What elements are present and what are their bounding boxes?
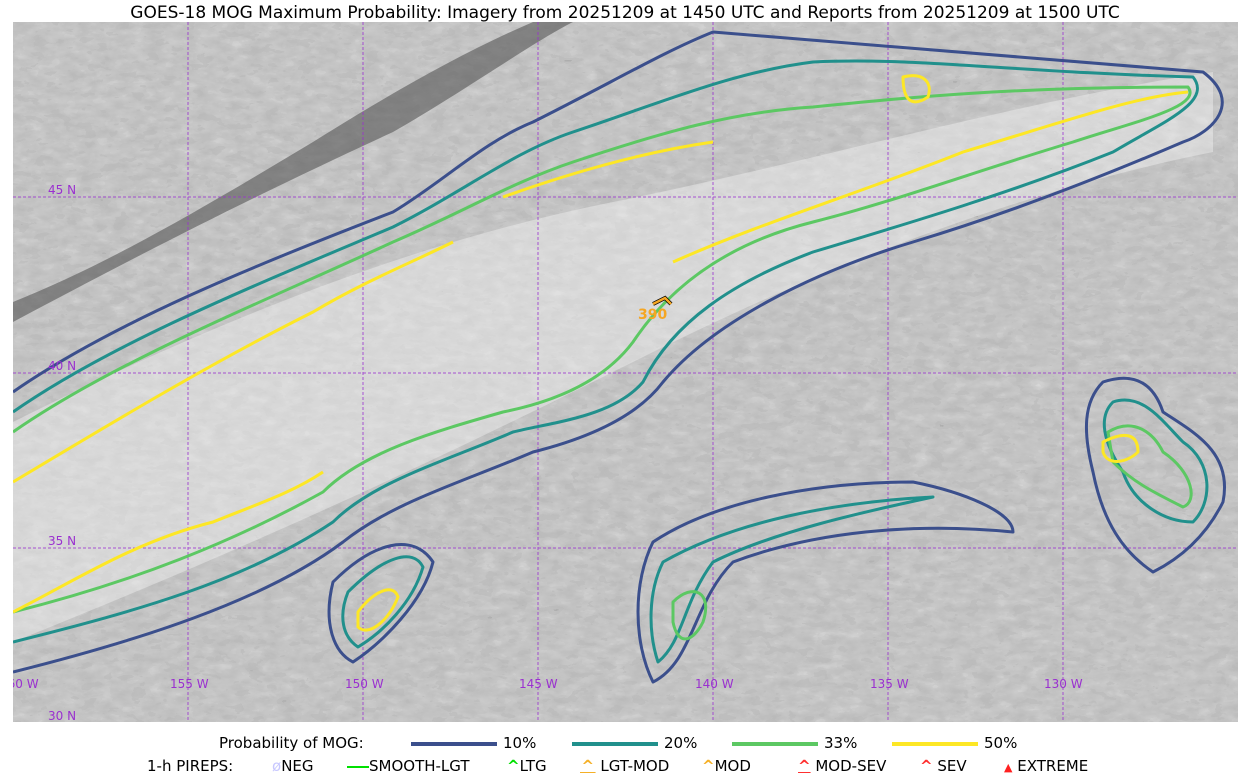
cloud-band: [13, 72, 1213, 642]
satellite-map: 390 45 N 40 N 35 N 30 N 160 W 155 W 150 …: [13, 22, 1238, 722]
imagery-texture: [13, 22, 1238, 722]
dark-band: [13, 22, 573, 322]
double-caret-icon: ^: [920, 757, 933, 775]
legend-item-extreme: ▲ EXTREME: [1004, 757, 1089, 775]
map-svg: [13, 22, 1238, 722]
lat-label-45n: 45 N: [48, 183, 77, 197]
swatch-10pct: [411, 741, 497, 746]
lon-label-140w: 140 W: [695, 677, 734, 691]
neg-circle-icon: ø: [272, 757, 282, 775]
legend-item-smooth-lgt: SMOOTH-LGT: [347, 757, 470, 775]
lat-label-30n: 30 N: [48, 709, 77, 722]
legend-item-lgt-mod: ^ LGT-MOD: [580, 757, 670, 775]
probability-legend-title: Probability of MOG:: [219, 734, 364, 752]
filled-triangle-icon: ▲: [1004, 761, 1013, 774]
lon-label-135w: 135 W: [870, 677, 909, 691]
lon-label-155w: 155 W: [170, 677, 209, 691]
lon-label-130w: 130 W: [1044, 677, 1083, 691]
legend-item-ltg: ^LTG: [507, 757, 547, 775]
double-caret-bar-icon: ^: [798, 757, 811, 775]
lon-label-145w: 145 W: [519, 677, 558, 691]
contour-33pct: [13, 85, 1192, 614]
map-title: GOES-18 MOG Maximum Probability: Imagery…: [130, 3, 1120, 23]
lon-label-160w: 160 W: [13, 677, 39, 691]
lat-label-35n: 35 N: [48, 534, 77, 548]
contour-50pct: [13, 90, 1189, 614]
pirep-mod-marker[interactable]: [652, 295, 673, 306]
pirep-altitude-label: 390: [638, 307, 668, 323]
swatch-20pct: [572, 741, 658, 746]
lat-lon-grid: [13, 22, 1238, 722]
contour-10pct: [13, 30, 1224, 674]
legend-item-50pct: 50%: [892, 734, 1017, 752]
swatch-50pct: [892, 741, 978, 746]
legend-item-10pct: 10%: [411, 734, 536, 752]
mog-contours: [13, 30, 1226, 684]
legend-item-mod-sev: ^ MOD-SEV: [798, 757, 887, 775]
lon-label-150w: 150 W: [345, 677, 384, 691]
legend-item-20pct: 20%: [572, 734, 697, 752]
caret-bar-icon: ^: [580, 757, 596, 775]
pireps-legend-title: 1-h PIREPS:: [147, 757, 234, 775]
swatch-33pct: [732, 741, 818, 746]
line-icon: [347, 765, 369, 768]
caret-icon: ^: [507, 757, 520, 775]
lat-label-40n: 40 N: [48, 359, 77, 373]
caret-icon: ^: [702, 757, 715, 775]
legend-item-sev: ^ SEV: [920, 757, 967, 775]
legend-item-33pct: 33%: [732, 734, 857, 752]
legend-item-neg: øNEG: [272, 757, 314, 775]
legend-item-mod: ^MOD: [702, 757, 751, 775]
contour-20pct: [13, 59, 1199, 644]
